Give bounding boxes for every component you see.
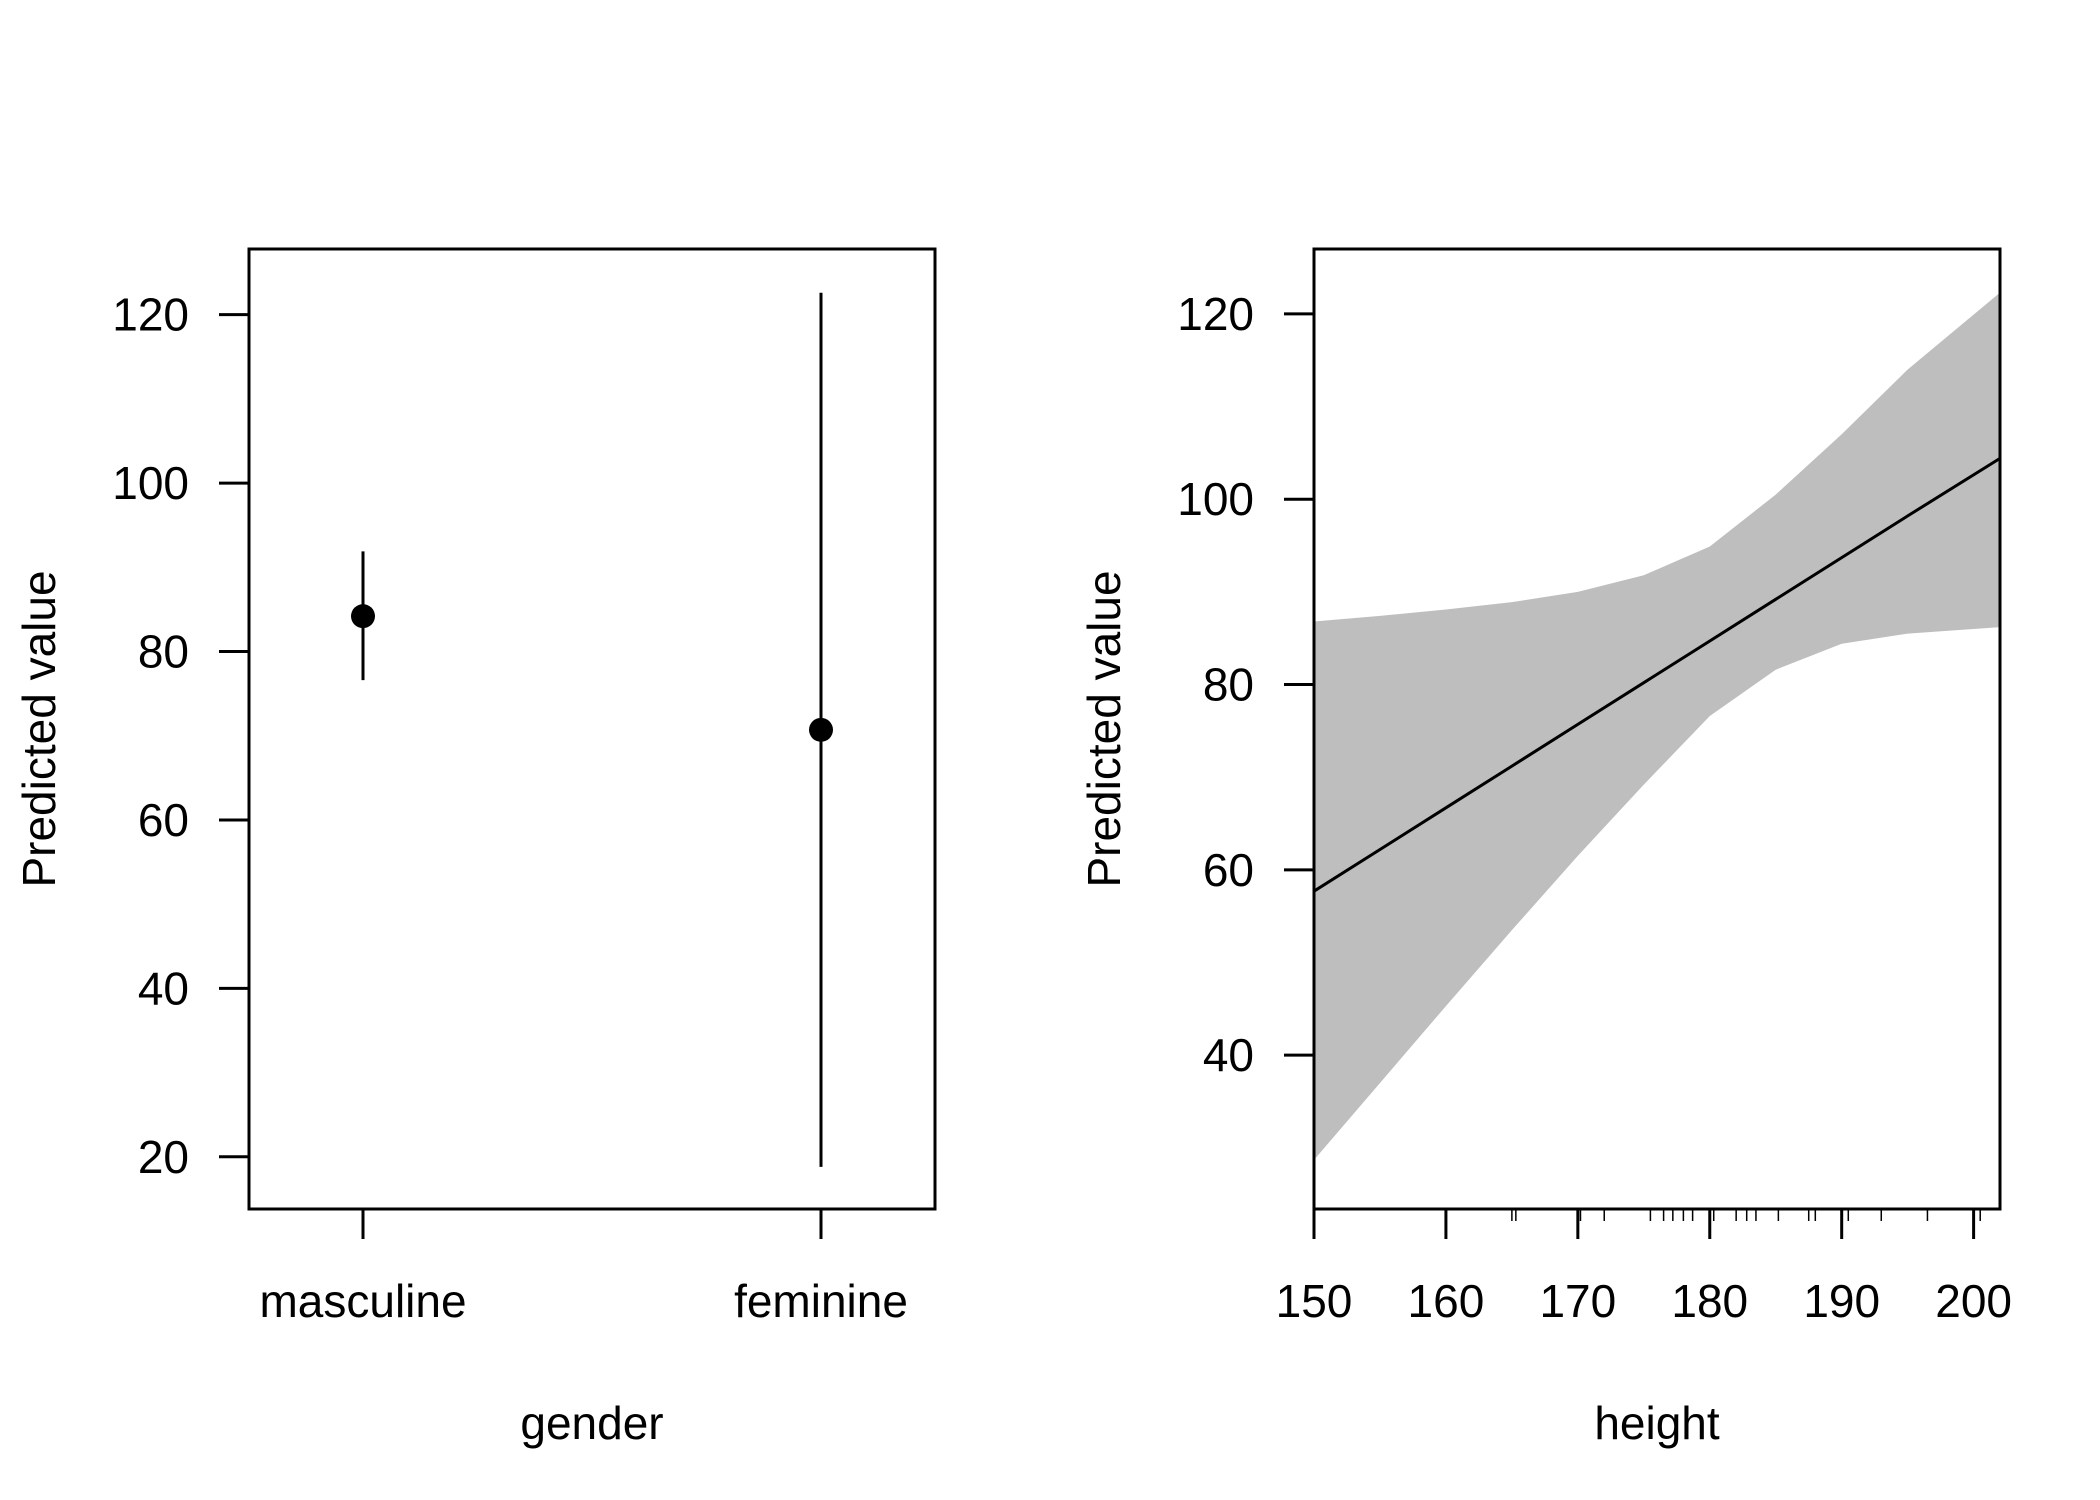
plot-marks [351,292,833,1167]
y-tick-label: 120 [112,289,189,341]
x-axis-title: gender [520,1397,663,1449]
x-tick-label: 170 [1539,1275,1616,1327]
y-axis: 20 40 60 80 100 120 [112,289,249,1183]
x-tick-label: 190 [1803,1275,1880,1327]
rug-marks [1511,1209,1981,1221]
y-tick-label: 40 [1203,1029,1254,1081]
y-tick-label: 100 [1177,473,1254,525]
y-tick-label: 40 [138,962,189,1014]
x-axis-title: height [1594,1397,1720,1449]
y-tick-label: 60 [138,794,189,846]
y-tick-label: 80 [1203,659,1254,711]
plot-frame [247,247,937,1211]
height-effect-panel: 40 60 80 100 120 150 160 170 180 190 200 height P… [1078,247,2012,1449]
point-estimate [351,604,375,629]
x-axis: masculine feminine [259,1209,908,1327]
y-axis: 40 60 80 100 120 [1177,288,1314,1081]
x-tick-label: 180 [1671,1275,1748,1327]
point-estimate [809,717,833,742]
fit-line [1313,457,2001,893]
x-tick-label: 200 [1935,1275,2012,1327]
x-tick-label: masculine [259,1275,466,1327]
confidence-band [1314,292,2000,1160]
y-tick-label: 80 [138,626,189,678]
x-tick-label: 160 [1408,1275,1485,1327]
x-tick-label: 150 [1276,1275,1353,1327]
y-axis-title: Predicted value [1078,570,1130,887]
y-tick-label: 60 [1203,844,1254,896]
y-tick-label: 100 [112,457,189,509]
y-tick-label: 120 [1177,288,1254,340]
x-tick-label: feminine [734,1275,908,1327]
y-axis-title: Predicted value [13,570,65,887]
plot-frame [1312,247,2002,1211]
y-tick-label: 20 [138,1131,189,1183]
x-axis: 150 160 170 180 190 200 [1276,1209,2012,1327]
